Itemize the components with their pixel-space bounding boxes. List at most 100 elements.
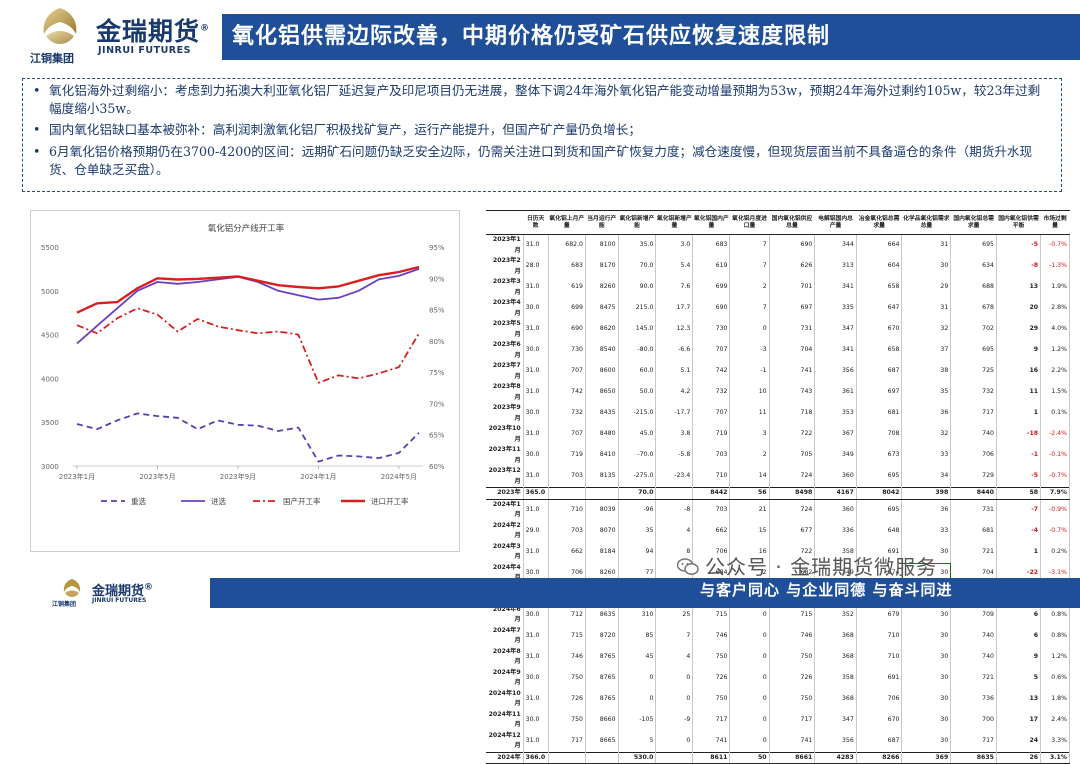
table-cell: 31.0 [523, 234, 549, 256]
table-cell: -7 [996, 499, 1042, 521]
table-cell: 8765 [585, 688, 619, 710]
table-cell: 726 [548, 688, 586, 710]
table-row: 2023年1月 31.0 682.0 8100 35.0 3.0 683 7 690 344 664… [486, 234, 1070, 256]
table-cell: 8498 [769, 487, 816, 500]
chart-title: 氧化铝分产线开工率 [208, 223, 285, 234]
table-cell: 706 [950, 445, 997, 466]
table-cell: -8 [655, 499, 694, 521]
table-cell: 3.3% [1040, 730, 1070, 752]
table-cell: 707 [548, 361, 586, 382]
table-row: 2024年9月 30.0 750 8765 0 0 726 0 726 358 691 30 721 5 0… [486, 667, 1070, 689]
footer-logo-name-en: JINRUI FUTURES [92, 597, 147, 604]
table-cell: 28.0 [523, 256, 549, 277]
series-line-0 [76, 412, 420, 463]
table-cell: 740 [950, 424, 997, 445]
table-row: 2023年9月 30.0 732 8435 -215.0 -17.7 707 11 718 353… [486, 403, 1070, 424]
table-cell: 32 [901, 319, 952, 340]
table-cell: 24 [996, 730, 1042, 752]
table-cell: 695 [950, 340, 997, 361]
table-cell: 8475 [585, 298, 619, 319]
table-cell: -0.7% [1040, 520, 1070, 542]
table-cell: 8260 [585, 277, 619, 298]
table-cell: 30.0 [523, 445, 549, 466]
table-cell: 2023年2月 [486, 256, 524, 277]
table-row: 2024年12月 31.0 717 8665 5 0 741 0 741 356 687 30 717 2… [486, 730, 1070, 752]
table-cell: 45.0 [618, 424, 657, 445]
table-cell: 13 [996, 688, 1042, 710]
table-cell: 7 [655, 625, 694, 647]
table-cell: 724 [769, 466, 816, 488]
table-cell: 741 [769, 361, 816, 382]
logo-group-name: 江铜集团 [30, 52, 74, 65]
table-cell: -23.4 [655, 466, 694, 488]
table-cell: 31.0 [523, 361, 549, 382]
table-row: 2023年11月 30.0 719 8410 -70.0 -5.8 703 2 705 349 67… [486, 445, 1070, 466]
table-cell: -0.1% [1040, 445, 1070, 466]
table-cell [655, 487, 694, 500]
table-cell: 4.0% [1040, 319, 1070, 340]
supply-demand-table: 日历天数 氧化铝上月产量 当月运行产能 氧化铝新增产能 氧化铝新增产量 氧化铝国内产量 氧化… [486, 210, 1070, 764]
table-cell: 725 [950, 361, 997, 382]
table-cell: 695 [856, 466, 903, 488]
table-cell: -70.0 [618, 445, 657, 466]
table-cell: 8600 [585, 361, 619, 382]
y-right-tick-label: 60% [429, 463, 445, 471]
table-cell: 691 [856, 667, 903, 689]
table-cell: 2024年 [486, 751, 524, 764]
table-cell: 4 [655, 520, 694, 542]
table-cell: -0.7% [1040, 466, 1070, 488]
table-column-header: 氧化铝月度进口量 [729, 210, 770, 235]
table-cell: 369 [901, 751, 952, 764]
table-cell: 8410 [585, 445, 619, 466]
table-cell: -1 [996, 445, 1042, 466]
logo-company-name: 金瑞期货® [96, 17, 211, 46]
y-right-tick-label: 75% [429, 369, 445, 377]
table-cell: 70.0 [618, 487, 657, 500]
table-cell: 8 [655, 541, 694, 563]
table-cell [585, 487, 619, 500]
table-cell: 32 [901, 424, 952, 445]
table-cell: 647 [856, 298, 903, 319]
table-cell: 361 [814, 382, 857, 403]
table-cell: -0.7% [1040, 234, 1070, 256]
table-cell: 740 [950, 625, 997, 647]
table-cell: 7.9% [1040, 487, 1070, 500]
table-cell: 2023年12月 [486, 466, 524, 488]
table-cell: 670 [856, 709, 903, 731]
table-cell: 30 [901, 667, 952, 689]
table-cell: 2023年1月 [486, 234, 524, 256]
table-cell: 31.0 [523, 319, 549, 340]
table-cell: 398 [901, 487, 952, 500]
table-cell: 31.0 [523, 277, 549, 298]
table-column-header: 电解铝国内总产量 [814, 210, 857, 235]
table-cell: 356 [814, 730, 857, 752]
table-cell: 8480 [585, 424, 619, 445]
table-cell: 17.7 [655, 298, 694, 319]
table-cell: 31.0 [523, 382, 549, 403]
table-cell: 2024年2月 [486, 520, 524, 542]
table-cell: 9 [996, 646, 1042, 668]
table-cell: -9 [655, 709, 694, 731]
table-cell: 706 [692, 541, 731, 563]
table-cell: 2023年11月 [486, 445, 524, 466]
table-cell: 703 [548, 520, 586, 542]
table-cell: 30.0 [523, 709, 549, 731]
table-cell: 38 [901, 361, 952, 382]
table-cell: -105 [618, 709, 657, 731]
table-cell: 17 [996, 709, 1042, 731]
table-row: 2023年6月 30.0 730 8540 -80.0 -6.6 707 -3 704 341 65… [486, 340, 1070, 361]
table-cell: -0.9% [1040, 499, 1070, 521]
table-cell: 20 [996, 298, 1042, 319]
table-cell: 8440 [950, 487, 997, 500]
table-cell: 356 [814, 361, 857, 382]
table-cell: 5 [618, 730, 657, 752]
footer-logo-name: 金瑞期货® [92, 582, 154, 599]
table-cell: 36 [901, 403, 952, 424]
table-cell: 31 [901, 234, 952, 256]
table-cell: 31.0 [523, 499, 549, 521]
table-row: 2023年8月 31.0 742 8650 50.0 4.2 732 10 743 361 697 3… [486, 382, 1070, 403]
y-left-tick-label: 5500 [41, 244, 59, 252]
table-cell: 741 [692, 730, 731, 752]
table-cell: 358 [814, 541, 857, 563]
header: 江铜集团 金瑞期货® JINRUI FUTURES 氧化铝供需边际改善，中期价格… [0, 0, 1080, 70]
